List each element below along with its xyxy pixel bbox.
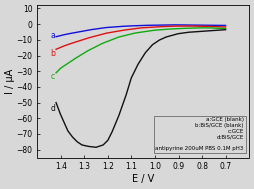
Text: a: a <box>50 31 55 40</box>
Text: c: c <box>50 72 54 81</box>
Text: b: b <box>50 50 55 58</box>
Text: a:GCE (blank)
b:BiS/GCE (blank)
c:GCE
d:BiS/GCE

antipyrine 200uM PBS 0.1M pH3: a:GCE (blank) b:BiS/GCE (blank) c:GCE d:… <box>155 117 244 151</box>
Y-axis label: I / μA: I / μA <box>5 69 15 94</box>
Text: d: d <box>50 104 55 113</box>
X-axis label: E / V: E / V <box>132 174 154 184</box>
